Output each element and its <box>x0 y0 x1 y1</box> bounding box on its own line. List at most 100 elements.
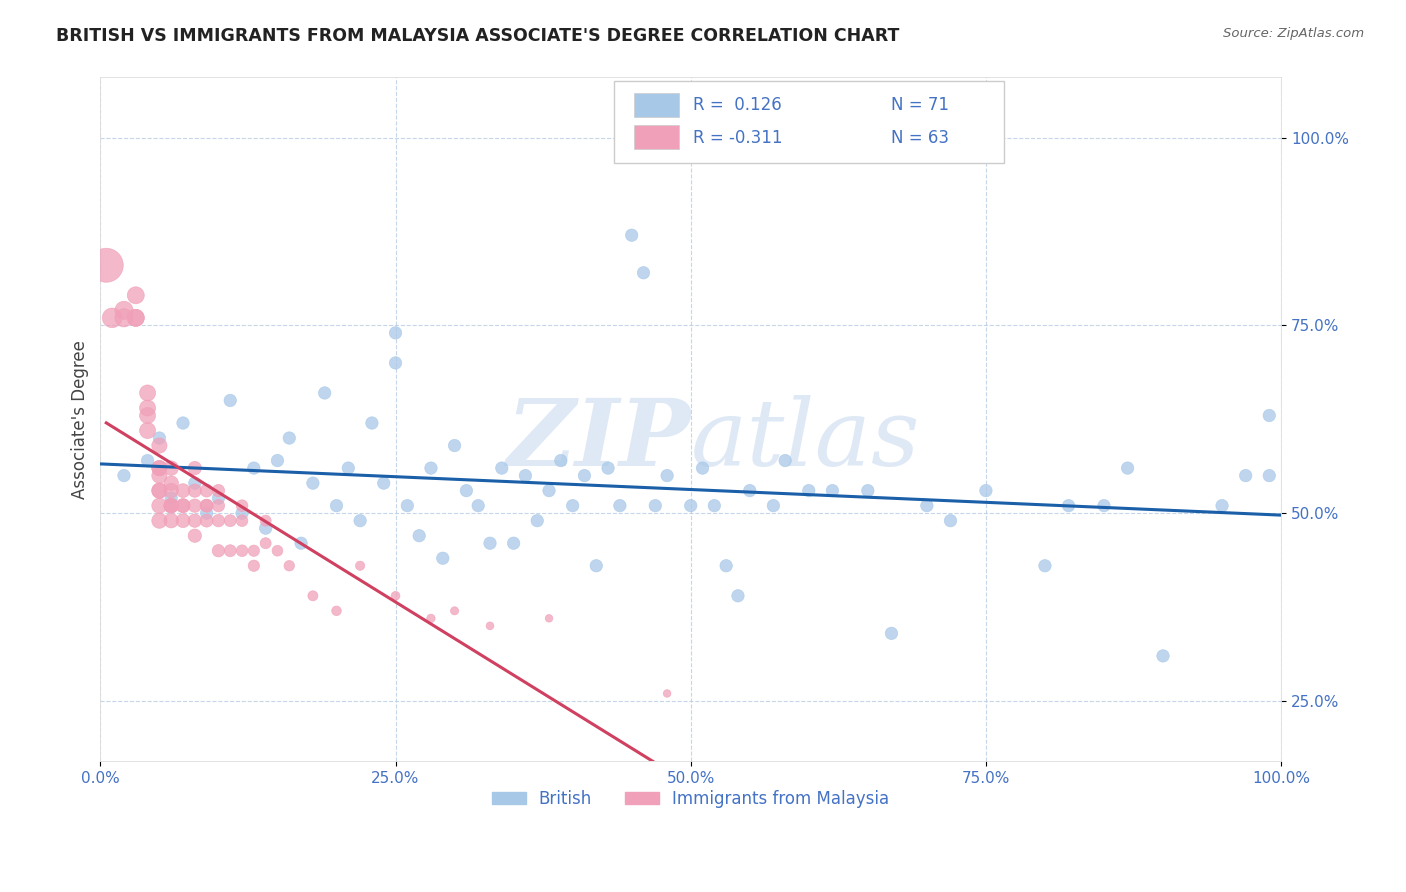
Point <box>526 514 548 528</box>
Point <box>278 558 301 573</box>
Point <box>1033 558 1056 573</box>
Point <box>692 461 714 475</box>
Point <box>254 536 277 550</box>
Point <box>184 483 207 498</box>
Point <box>207 499 229 513</box>
Point <box>420 461 443 475</box>
Point <box>349 514 371 528</box>
Point <box>125 288 148 302</box>
Point <box>231 499 253 513</box>
Point <box>112 310 135 325</box>
Point <box>302 589 325 603</box>
Point <box>207 514 229 528</box>
Point <box>396 499 419 513</box>
Point <box>231 506 253 520</box>
Point <box>314 386 336 401</box>
Point <box>184 514 207 528</box>
Point <box>432 551 454 566</box>
Point <box>243 543 266 558</box>
Point <box>148 461 170 475</box>
Point <box>148 438 170 452</box>
Text: BRITISH VS IMMIGRANTS FROM MALAYSIA ASSOCIATE'S DEGREE CORRELATION CHART: BRITISH VS IMMIGRANTS FROM MALAYSIA ASSO… <box>56 27 900 45</box>
Point <box>384 589 406 603</box>
Point <box>561 499 583 513</box>
Point <box>148 483 170 498</box>
FancyBboxPatch shape <box>614 81 1004 163</box>
Point <box>467 499 489 513</box>
Point <box>195 483 218 498</box>
Point <box>172 514 194 528</box>
Point <box>644 499 666 513</box>
Point <box>219 543 242 558</box>
Point <box>537 483 560 498</box>
Bar <box>634 125 679 149</box>
Text: R =  0.126: R = 0.126 <box>693 96 782 114</box>
Point <box>325 604 347 618</box>
Point <box>1258 409 1281 423</box>
Point <box>479 619 502 633</box>
Point <box>136 453 159 467</box>
Text: N = 71: N = 71 <box>891 96 949 114</box>
Point <box>207 483 229 498</box>
Point <box>939 514 962 528</box>
Point <box>821 483 844 498</box>
Point <box>148 431 170 445</box>
Point <box>278 431 301 445</box>
Point <box>714 558 737 573</box>
Point <box>172 499 194 513</box>
Point <box>195 506 218 520</box>
Point <box>1152 648 1174 663</box>
Point <box>502 536 524 550</box>
Point <box>231 514 253 528</box>
Point <box>1092 499 1115 513</box>
Point <box>112 303 135 318</box>
Point <box>361 416 384 430</box>
Point <box>727 589 749 603</box>
Text: Source: ZipAtlas.com: Source: ZipAtlas.com <box>1223 27 1364 40</box>
Point <box>148 461 170 475</box>
Point <box>136 401 159 415</box>
Point <box>266 453 288 467</box>
Text: atlas: atlas <box>690 395 920 484</box>
Point <box>160 499 183 513</box>
Legend: British, Immigrants from Malaysia: British, Immigrants from Malaysia <box>485 783 896 814</box>
Point <box>160 499 183 513</box>
Point <box>384 356 406 370</box>
Point <box>655 686 678 700</box>
Text: N = 63: N = 63 <box>891 128 949 146</box>
Point <box>254 521 277 535</box>
Point <box>184 499 207 513</box>
Point <box>880 626 903 640</box>
Point <box>738 483 761 498</box>
Point <box>136 409 159 423</box>
Point <box>112 468 135 483</box>
Point <box>1211 499 1233 513</box>
Point <box>290 536 312 550</box>
Point <box>479 536 502 550</box>
Point <box>184 476 207 491</box>
Point <box>101 310 124 325</box>
Point <box>195 499 218 513</box>
Point <box>515 468 537 483</box>
Point <box>172 483 194 498</box>
Point <box>373 476 395 491</box>
Point <box>325 499 347 513</box>
Point <box>1116 461 1139 475</box>
Point <box>160 499 183 513</box>
Point <box>974 483 997 498</box>
Point <box>195 514 218 528</box>
Point <box>420 611 443 625</box>
Point <box>302 476 325 491</box>
Point <box>125 310 148 325</box>
Point <box>136 424 159 438</box>
Point <box>337 461 360 475</box>
Point <box>231 543 253 558</box>
Point <box>679 499 702 513</box>
Point <box>184 529 207 543</box>
Point <box>207 491 229 505</box>
Point <box>148 514 170 528</box>
Point <box>219 393 242 408</box>
Point <box>456 483 478 498</box>
Point <box>609 499 631 513</box>
Point <box>160 514 183 528</box>
